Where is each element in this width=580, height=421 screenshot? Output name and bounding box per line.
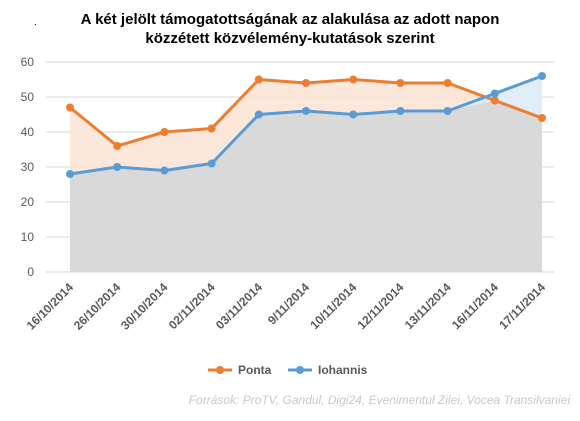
legend-label-iohannis: Iohannis: [318, 363, 368, 377]
x-tick-label: 02/11/2014: [166, 280, 218, 332]
point-iohannis-10: [538, 72, 546, 80]
point-iohannis-0: [66, 170, 74, 178]
title-mark: .: [34, 17, 37, 28]
y-tick-label: 50: [21, 90, 35, 104]
x-tick-label: 13/11/2014: [402, 280, 454, 332]
x-tick-label: 12/11/2014: [355, 280, 407, 332]
y-tick-label: 20: [21, 195, 35, 209]
source-note: Források: ProTV, Gandul, Digi24, Evenime…: [188, 393, 570, 407]
point-ponta-10: [538, 114, 546, 122]
legend-marker-ponta: [216, 366, 224, 374]
point-iohannis-7: [396, 107, 405, 115]
x-tick-label: 9/11/2014: [265, 280, 312, 327]
point-iohannis-6: [349, 110, 358, 119]
point-ponta-4: [254, 75, 263, 84]
point-ponta-8: [443, 79, 452, 87]
x-tick-label: 26/10/2014: [71, 280, 124, 333]
y-tick-label: 60: [21, 55, 35, 69]
point-ponta-5: [302, 79, 310, 87]
y-tick-label: 10: [21, 230, 35, 244]
point-iohannis-4: [254, 110, 263, 119]
point-ponta-9: [490, 96, 499, 105]
point-ponta-6: [349, 75, 358, 84]
chart-title: A két jelölt támogatottságának az alakul…: [30, 10, 550, 48]
point-iohannis-2: [160, 166, 169, 175]
point-iohannis-1: [113, 163, 122, 171]
y-tick-label: 40: [21, 125, 35, 139]
area-overlap: [70, 100, 542, 272]
x-tick-label: 10/11/2014: [307, 280, 359, 332]
x-tick-label: 03/11/2014: [213, 280, 265, 332]
point-iohannis-3: [207, 159, 216, 168]
x-tick-label: 17/11/2014: [496, 280, 548, 332]
x-tick-label: 30/10/2014: [118, 280, 171, 333]
point-ponta-0: [66, 103, 74, 112]
point-ponta-3: [207, 124, 216, 133]
legend-label-ponta: Ponta: [238, 363, 272, 377]
chart-title-line-2: közzétett közvélemény-kutatások szerint: [145, 30, 435, 47]
chart-title-line-1: A két jelölt támogatottságának az alakul…: [80, 11, 500, 28]
point-ponta-2: [160, 128, 169, 136]
y-tick-label: 30: [21, 160, 35, 174]
point-iohannis-8: [443, 107, 452, 115]
x-tick-label: 16/10/2014: [24, 280, 77, 333]
point-iohannis-9: [490, 89, 499, 98]
y-tick-label: 0: [27, 265, 34, 279]
point-iohannis-5: [302, 107, 310, 115]
point-ponta-7: [396, 79, 405, 87]
point-ponta-1: [113, 142, 122, 150]
legend-marker-iohannis: [296, 366, 304, 374]
x-tick-label: 16/11/2014: [449, 280, 501, 332]
